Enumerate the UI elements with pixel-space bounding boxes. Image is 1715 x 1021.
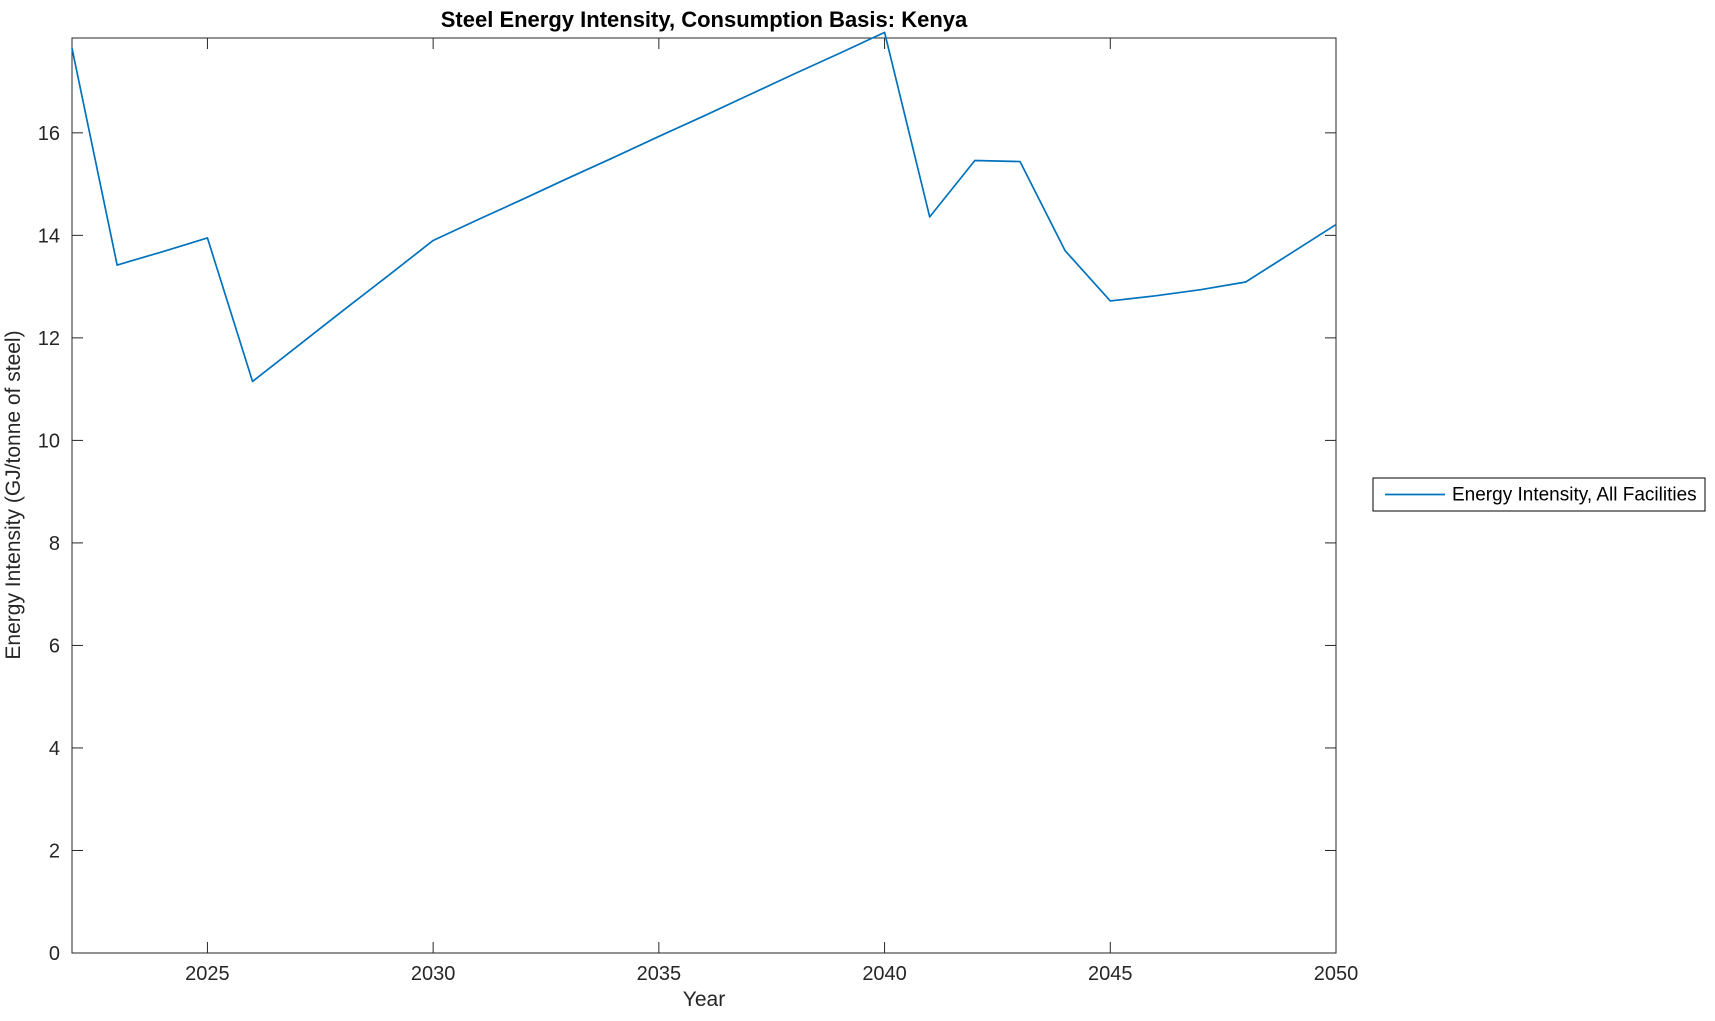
y-tick-label: 0: [49, 943, 60, 965]
y-tick-label: 16: [38, 123, 60, 145]
x-tick-label: 2045: [1088, 963, 1133, 985]
y-tick-label: 14: [38, 225, 60, 247]
x-tick-label: 2030: [411, 963, 456, 985]
y-axis-label: Energy Intensity (GJ/tonne of steel): [2, 330, 25, 659]
x-axis-label: Year: [683, 988, 725, 1011]
y-tick-label: 6: [49, 635, 60, 657]
x-tick-label: 2040: [862, 963, 907, 985]
x-tick-label: 2025: [185, 963, 230, 985]
axes-layer: 2025 2030 2035 2040 2045 2050 0 2 4 6 8 10 12 14 16: [38, 37, 1359, 985]
x-tick-label: 2050: [1314, 963, 1359, 985]
y-tick-label: 12: [38, 328, 60, 350]
y-tick-label: 8: [49, 533, 60, 555]
y-tick-label: 4: [49, 738, 60, 760]
x-tick-label: 2035: [637, 963, 682, 985]
plot-box: [71, 37, 1337, 954]
energy-intensity-line: [71, 31, 1337, 383]
legend: Energy Intensity, All Facilities: [1372, 477, 1706, 512]
chart-title: Steel Energy Intensity, Consumption Basi…: [441, 7, 968, 32]
y-tick-label: 10: [38, 430, 60, 452]
legend-entry-label: Energy Intensity, All Facilities: [1452, 485, 1697, 506]
y-tick-label: 2: [49, 840, 60, 862]
